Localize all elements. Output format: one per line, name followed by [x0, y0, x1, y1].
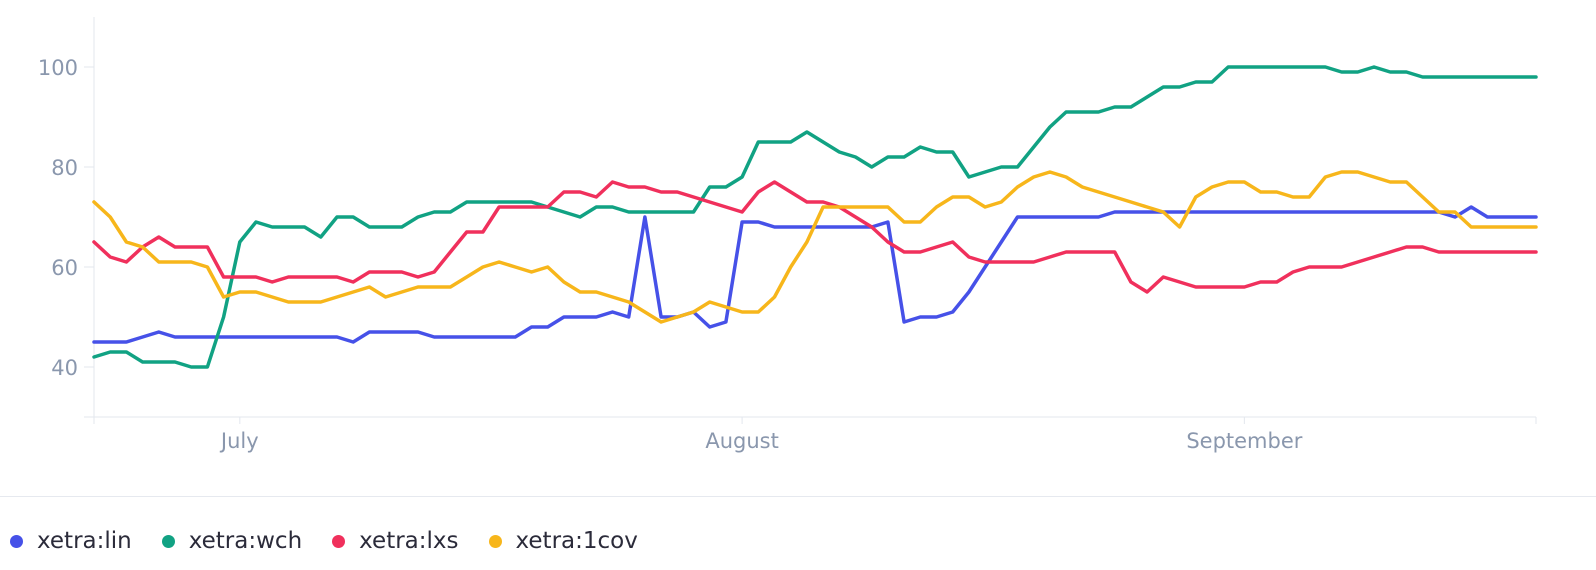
axes: 40 60 80 100 July August September — [38, 17, 1537, 453]
x-tick-label: July — [219, 429, 259, 453]
legend-label: xetra:1cov — [515, 528, 638, 554]
legend-marker — [10, 534, 23, 548]
legend-marker — [332, 534, 346, 548]
legend-item[interactable]: xetra:1cov — [488, 528, 638, 554]
legend-item[interactable]: xetra:wch — [161, 528, 303, 554]
legend-divider — [0, 496, 1596, 497]
series-line-xetra-lxs — [92, 180, 1538, 294]
series-line-xetra-1cov — [92, 170, 1538, 324]
chart-area: 40 60 80 100 July August September — [38, 17, 1538, 453]
legend-marker — [161, 534, 175, 548]
series-line-xetra-wch — [92, 65, 1538, 369]
legend: xetra:lin xetra:wch xetra:lxs xetra:1cov — [10, 528, 668, 554]
y-tick-label: 40 — [51, 356, 78, 380]
series-layer — [92, 65, 1538, 369]
legend-label: xetra:lxs — [359, 528, 459, 554]
x-tick-label: September — [1186, 429, 1302, 453]
legend-label: xetra:wch — [188, 528, 303, 554]
legend-label: xetra:lin — [37, 528, 132, 554]
legend-item[interactable]: xetra:lin — [10, 528, 132, 554]
legend-marker — [488, 534, 502, 548]
x-tick-label: August — [705, 429, 779, 453]
y-tick-label: 100 — [38, 56, 78, 80]
y-tick-label: 80 — [51, 156, 78, 180]
legend-item[interactable]: xetra:lxs — [332, 528, 459, 554]
line-chart: 40 60 80 100 July August September — [38, 17, 1538, 453]
y-tick-label: 60 — [51, 256, 78, 280]
